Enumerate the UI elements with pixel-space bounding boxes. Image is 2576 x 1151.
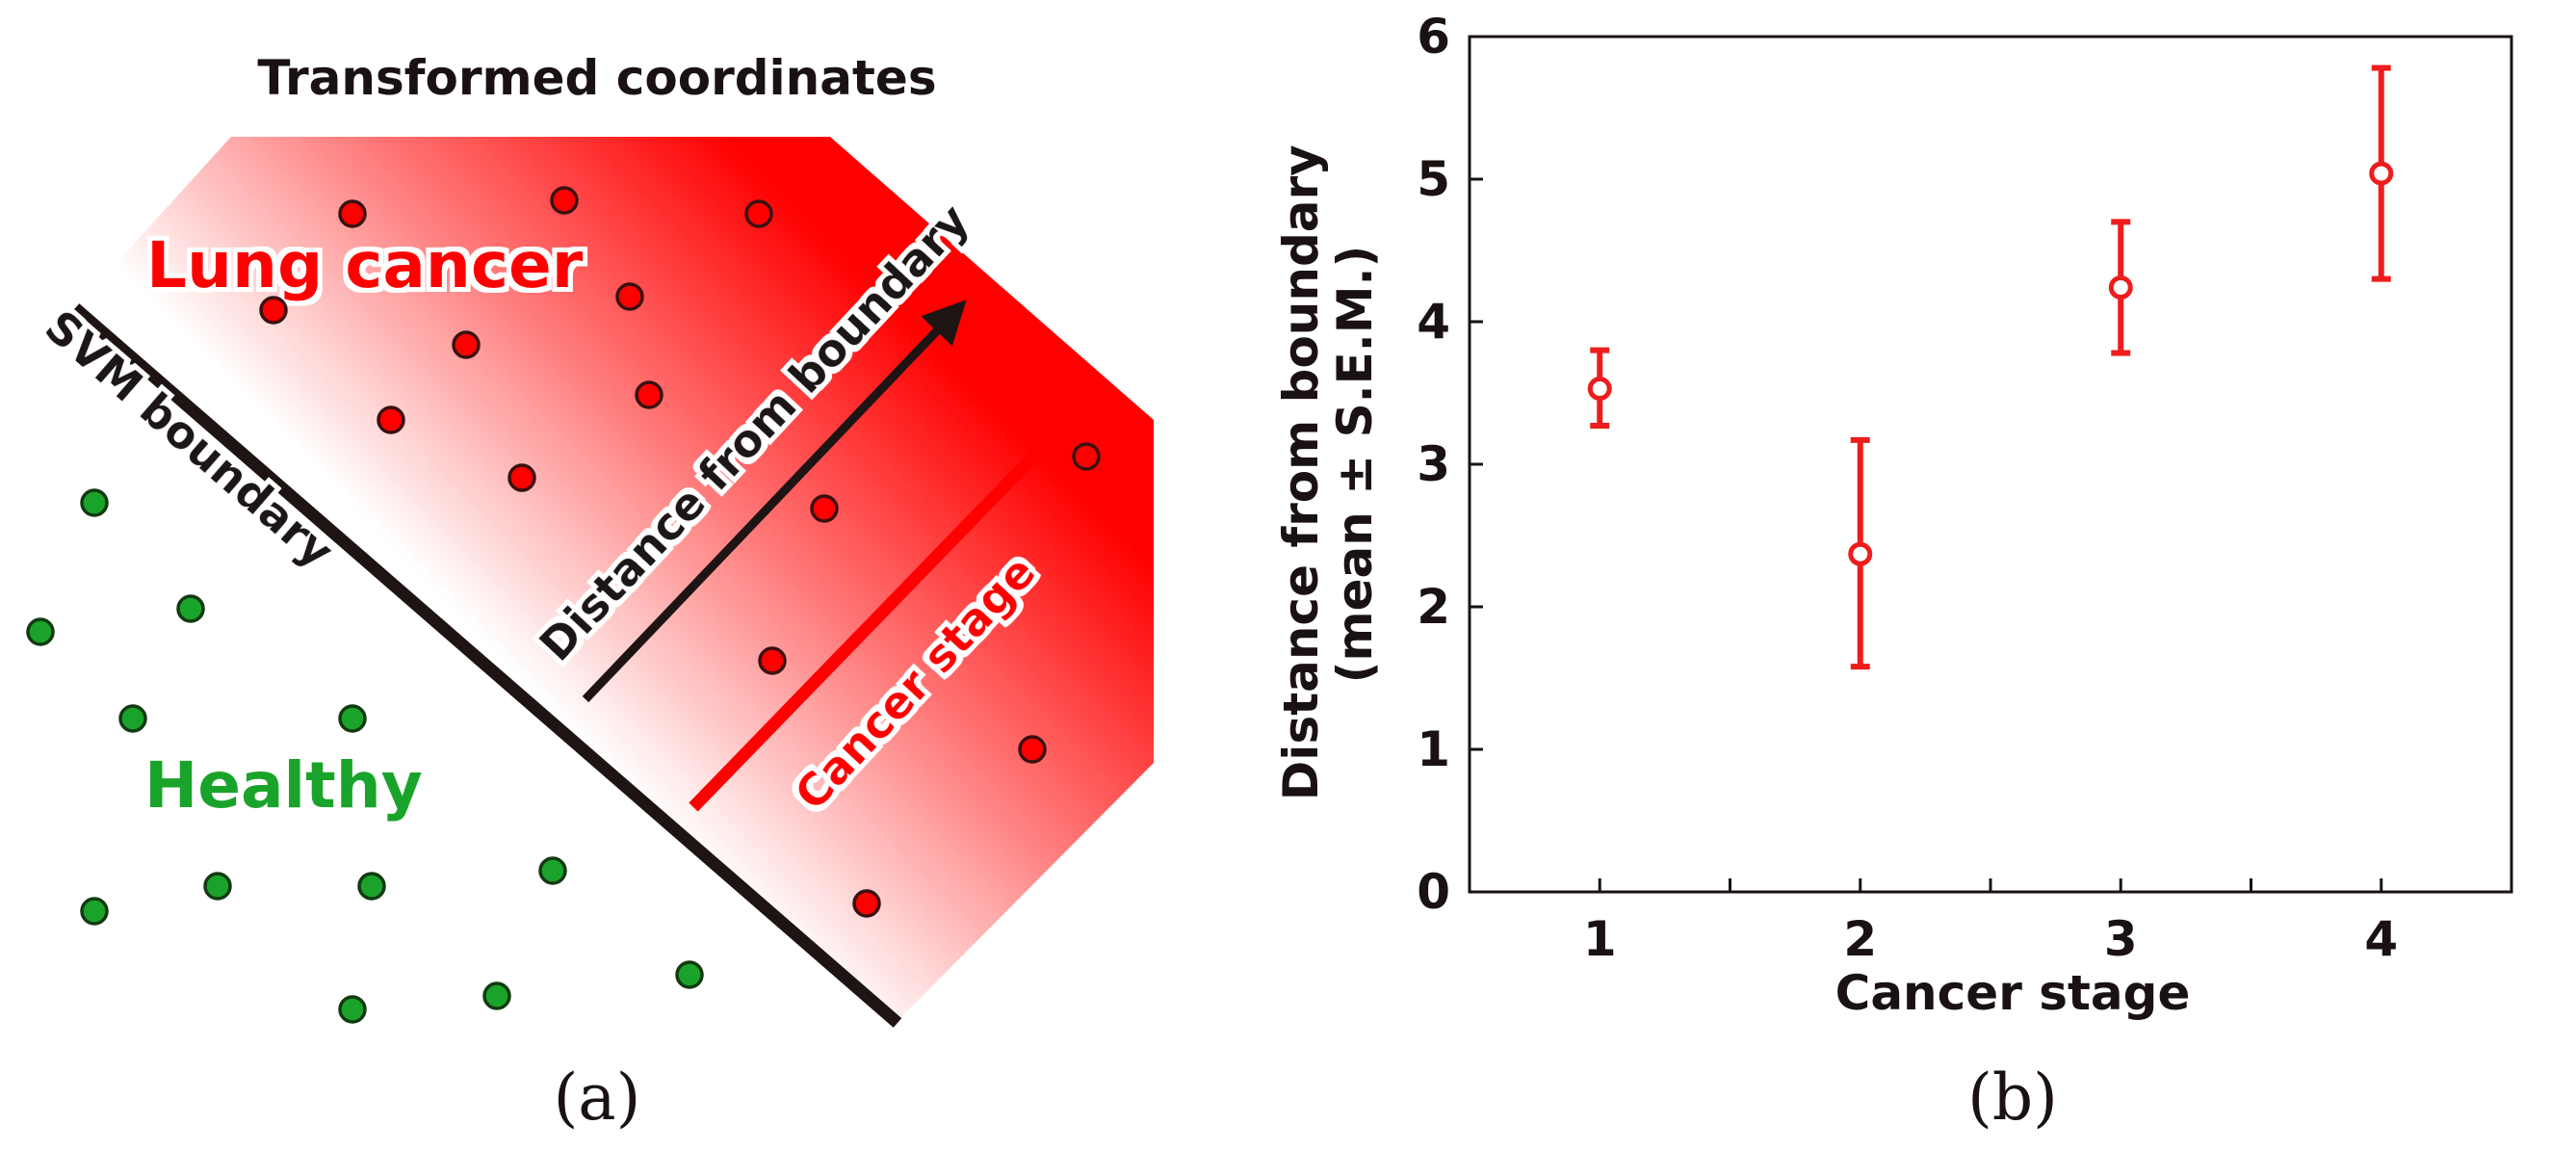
panel-a-caption: (a) [554,1060,641,1135]
y-tick-label: 3 [1417,436,1450,492]
x-tick-label: 3 [2104,911,2138,967]
cancer-point [377,405,405,434]
panel-b: 0 1 2 3 4 5 6 1 2 3 4 Cancer stage Distance from … [1273,9,2513,1135]
cancer-point [338,199,367,228]
cancer-point [635,380,664,409]
stage-arrow [689,385,1103,812]
cancer-point [615,282,644,311]
y-axis: 0 1 2 3 4 5 6 [1417,9,1483,920]
y-tick-label: 6 [1417,9,1450,65]
healthy-point [338,704,367,733]
cancer-point [810,494,839,523]
panel-a: Transformed coordinates SVM boundary Lun… [26,50,1154,1135]
cancer-point [550,186,579,215]
mean-point [2369,161,2394,186]
y-axis-label-line1: Distance from boundary [1273,144,1329,800]
mean-point [1848,541,1873,566]
cancer-point [1018,735,1047,764]
y-axis-label-line2: (mean ± S.E.M.) [1327,246,1383,684]
lung-cancer-label: Lung cancer [146,228,584,302]
healthy-point [80,488,109,517]
x-tick-label: 1 [1583,911,1617,967]
healthy-point [26,617,55,646]
healthy-label: Healthy [144,748,423,823]
plot-frame [1468,35,2513,894]
y-tick-label: 2 [1417,579,1450,635]
cancer-point [744,199,773,228]
x-tick-label: 4 [2364,911,2398,967]
cancer-point [507,463,536,492]
y-axis-label: Distance from boundary (mean ± S.E.M.) [1273,128,1383,800]
y-tick-label: 1 [1417,721,1450,777]
healthy-point [538,856,567,885]
healthy-point [482,981,511,1010]
y-tick-label: 0 [1417,864,1450,920]
panel-a-title: Transformed coordinates [257,50,936,106]
mean-point [1587,377,1612,402]
mean-point [2108,275,2133,300]
x-axis-label: Cancer stage [1835,965,2191,1021]
y-tick-label: 5 [1417,151,1450,207]
healthy-point [80,897,109,926]
cancer-region [77,137,1154,1023]
healthy-point [176,594,205,623]
healthy-point [357,872,386,901]
cancer-point [452,330,481,359]
healthy-points [26,488,704,1024]
svm-boundary-line [70,303,902,1028]
cancer-point [259,296,288,325]
x-axis: 1 2 3 4 [1583,878,2398,967]
cancer-point [758,646,787,675]
healthy-point [118,704,147,733]
x-tick-label: 2 [1843,911,1877,967]
cancer-point [852,889,881,918]
distance-arrow [582,300,967,703]
healthy-point [338,995,367,1024]
y-tick-label: 4 [1417,294,1450,350]
panel-b-caption: (b) [1967,1060,2058,1135]
cancer-point [1072,442,1101,471]
cancer-points [259,186,1101,918]
healthy-point [203,872,232,901]
series-points [1587,65,2394,670]
healthy-point [675,960,704,989]
